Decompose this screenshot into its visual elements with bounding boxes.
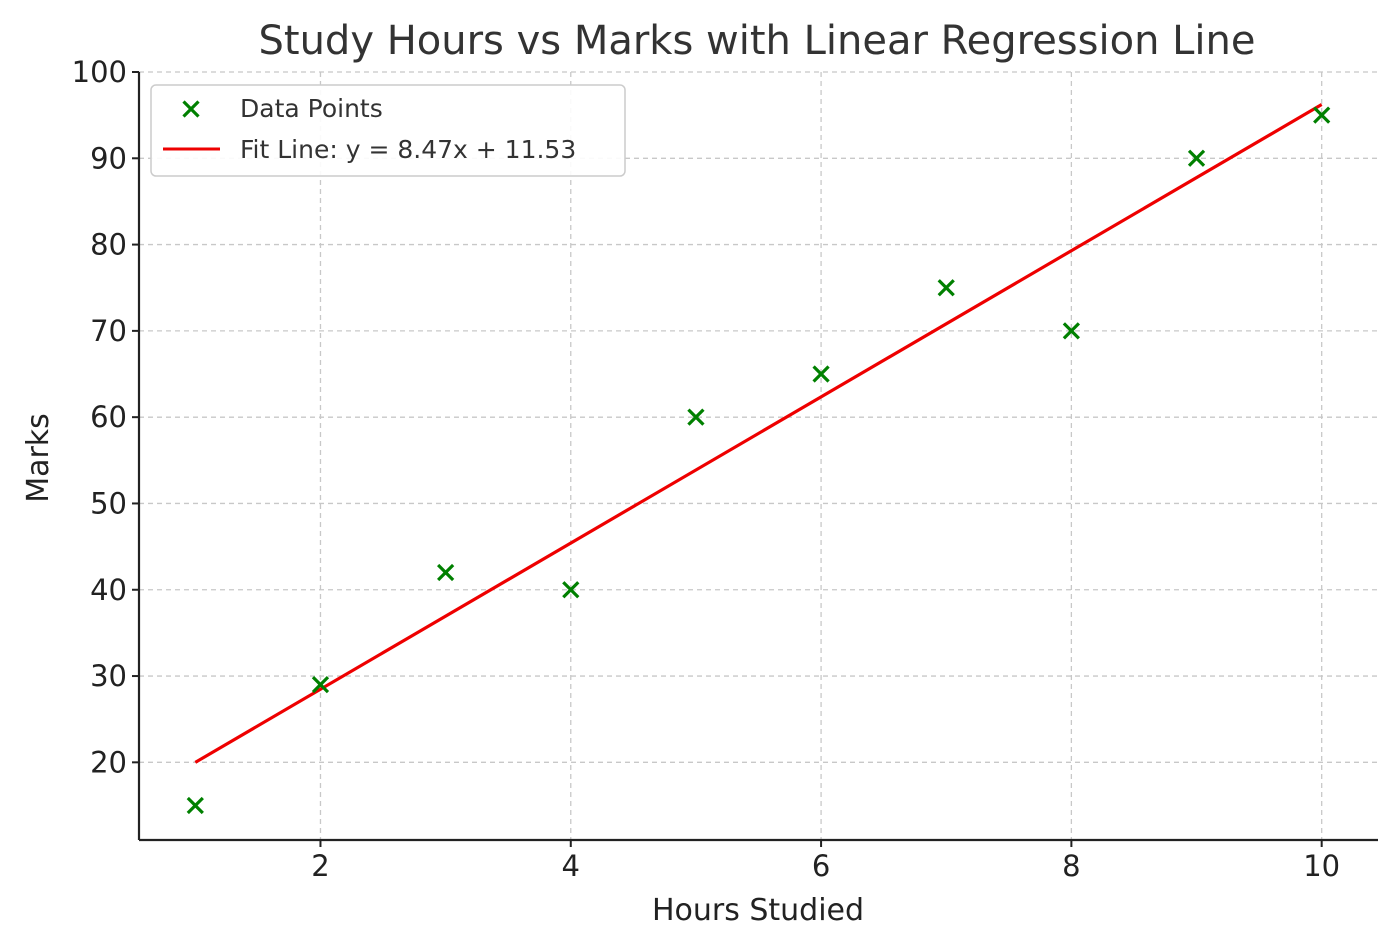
chart-title: Study Hours vs Marks with Linear Regress… <box>259 18 1256 64</box>
y-tick-label: 60 <box>90 400 127 434</box>
y-tick-label: 30 <box>90 659 127 693</box>
y-tick-label: 40 <box>90 573 127 607</box>
legend-x-marker <box>182 100 200 118</box>
data-point <box>436 563 455 582</box>
x-tick-label: 6 <box>812 849 830 883</box>
y-tick-label: 80 <box>90 228 127 262</box>
y-tick-label: 50 <box>90 486 127 520</box>
y-tick-label: 20 <box>90 745 127 779</box>
legend-marker-data-points <box>182 100 200 118</box>
data-point <box>937 279 955 297</box>
data-point <box>1062 322 1081 340</box>
y-tick-label: 70 <box>90 314 127 348</box>
legend: Data Points Fit Line: y = 8.47x + 11.53 <box>150 84 626 177</box>
grid <box>139 71 1378 840</box>
x-tick-label: 2 <box>311 849 329 883</box>
data-point <box>1313 106 1331 124</box>
x-axis-label: Hours Studied <box>652 893 864 928</box>
data-point <box>812 365 830 383</box>
x-tick-label: 10 <box>1303 849 1340 883</box>
data-point <box>311 676 330 694</box>
legend-frame <box>150 84 626 177</box>
data-points-layer <box>186 106 1331 815</box>
data-point <box>186 796 204 815</box>
axes <box>132 71 1378 847</box>
y-tick-label: 90 <box>90 141 127 175</box>
x-tick-label: 4 <box>562 849 580 883</box>
data-point <box>687 408 705 426</box>
x-tick-label: 8 <box>1062 849 1080 883</box>
data-point <box>562 581 580 599</box>
tick-labels: 2 4 6 8 10 20 30 40 50 60 70 80 90 100 <box>72 55 1340 883</box>
y-axis-label: Marks <box>21 413 56 503</box>
legend-label-fit-line: Fit Line: y = 8.47x + 11.53 <box>240 135 576 164</box>
y-tick-label: 100 <box>72 55 127 89</box>
data-point <box>1187 149 1206 167</box>
fit-line-layer <box>194 103 1323 764</box>
fit-line <box>194 103 1323 764</box>
legend-label-data-points: Data Points <box>240 94 383 123</box>
